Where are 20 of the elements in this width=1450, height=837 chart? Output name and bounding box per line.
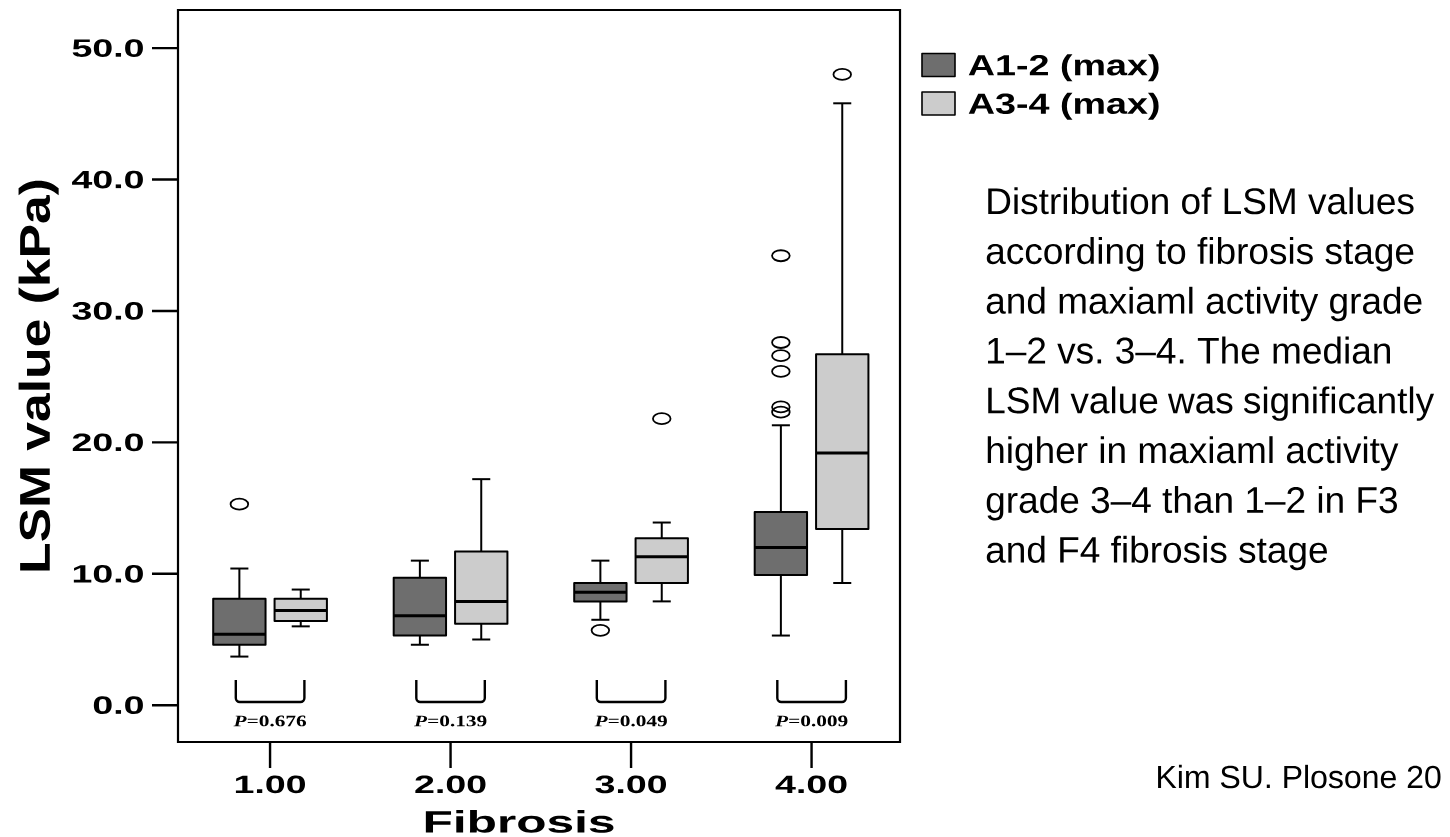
annotation: P=0.049: [594, 715, 667, 727]
y-tick-label: 0.0: [93, 696, 143, 715]
y-axis-title: LSM value (kPa): [18, 180, 59, 571]
x-tick-label: 2.00: [415, 775, 486, 794]
annotation: P=0.009: [775, 715, 848, 727]
y-tick-label: 50.0: [72, 39, 143, 57]
x-tick-label: 3.00: [595, 775, 666, 794]
x-tick-label: 4.00: [775, 775, 847, 794]
text: Kim SU. Plosone 20: [1158, 764, 1441, 789]
y-tick-label: 20.0: [72, 433, 143, 452]
y-tick-label: 40.0: [72, 170, 143, 189]
y-tick-label: 30.0: [72, 302, 143, 320]
x-tick-label: 1.00: [235, 775, 305, 794]
x-axis-title: Fibrosis: [425, 810, 614, 833]
legend-label: A1-2 (max): [968, 54, 1159, 82]
text: Distribution of LSM values according to fibrosis stage and maxiaml activity grade 1–2 vs. 3–4. The median LSM value was significantly higher in maxiaml activity grade 3–4 than 1–2 in F3 and F4 fibrosis stage: [986, 187, 1435, 571]
legend-label: A3-4 (max): [968, 92, 1159, 120]
annotation: P=0.139: [414, 715, 487, 727]
y-tick-label: 10.0: [73, 564, 143, 583]
annotation: P=0.676: [233, 715, 307, 727]
